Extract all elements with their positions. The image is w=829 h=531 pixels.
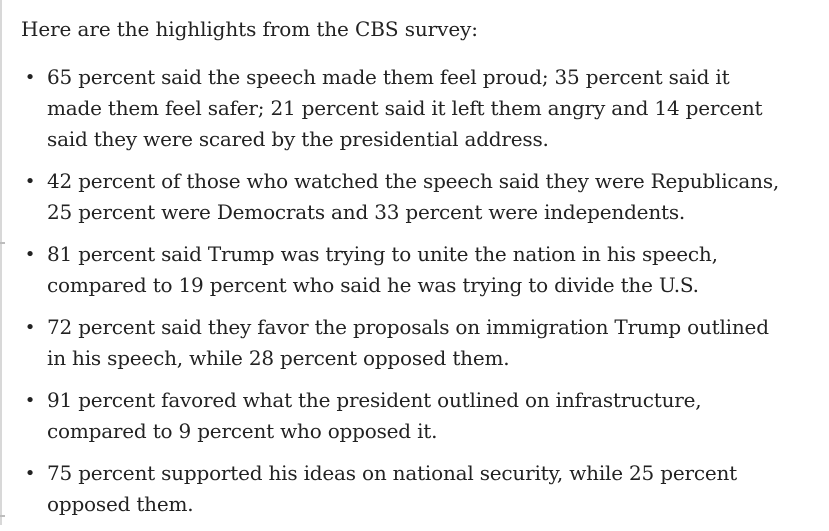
left-border-rule <box>0 0 5 525</box>
list-item-line: 25 percent were Democrats and 33 percent… <box>47 200 686 224</box>
bullet-icon: • <box>24 171 36 192</box>
list-item-line: 81 percent said Trump was trying to unit… <box>47 242 718 266</box>
list-item: • 81 percent said Trump was trying to un… <box>21 239 811 301</box>
list-item-line: compared to 19 percent who said he was t… <box>47 273 699 297</box>
bullet-icon: • <box>24 390 36 411</box>
list-item-line: 91 percent favored what the president ou… <box>47 388 702 412</box>
list-item-line: compared to 9 percent who opposed it. <box>47 419 438 443</box>
list-item-line: opposed them. <box>47 492 194 516</box>
highlights-list: • 65 percent said the speech made them f… <box>21 62 811 520</box>
article-body: Here are the highlights from the CBS sur… <box>21 14 811 531</box>
list-item-line: in his speech, while 28 percent opposed … <box>47 346 510 370</box>
list-item: • 65 percent said the speech made them f… <box>21 62 811 155</box>
list-item-line: made them feel safer; 21 percent said it… <box>47 96 763 120</box>
border-tick-mark <box>0 242 5 244</box>
list-item-line: said they were scared by the presidentia… <box>47 127 549 151</box>
list-item: • 42 percent of those who watched the sp… <box>21 166 811 228</box>
list-item: • 91 percent favored what the president … <box>21 385 811 447</box>
list-item: • 72 percent said they favor the proposa… <box>21 312 811 374</box>
list-item-line: 42 percent of those who watched the spee… <box>47 169 780 193</box>
list-item-line: 65 percent said the speech made them fee… <box>47 65 730 89</box>
border-tick-mark <box>0 515 5 517</box>
list-item-line: 72 percent said they favor the proposals… <box>47 315 769 339</box>
intro-paragraph: Here are the highlights from the CBS sur… <box>21 17 478 41</box>
bullet-icon: • <box>24 317 36 338</box>
bullet-icon: • <box>24 244 36 265</box>
bullet-icon: • <box>24 67 36 88</box>
list-item-line: 75 percent supported his ideas on nation… <box>47 461 737 485</box>
list-item: • 75 percent supported his ideas on nati… <box>21 458 811 520</box>
bullet-icon: • <box>24 463 36 484</box>
